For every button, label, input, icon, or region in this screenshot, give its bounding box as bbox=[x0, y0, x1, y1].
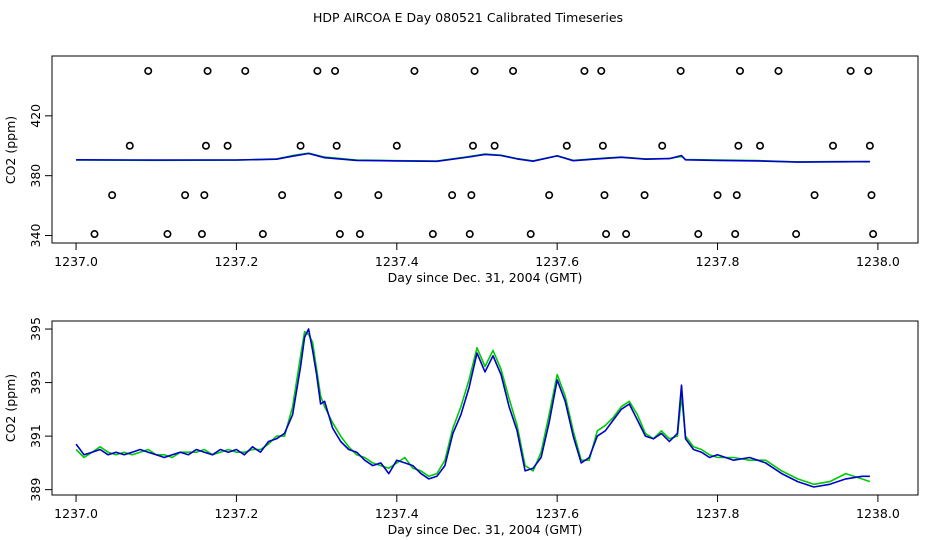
top-x-tick-label: 1237.8 bbox=[696, 254, 740, 269]
top-scatter-point bbox=[334, 191, 343, 200]
top-scatter-point bbox=[598, 141, 607, 150]
top-scatter-point bbox=[622, 230, 631, 239]
bottom-x-tick-label: 1237.2 bbox=[215, 506, 259, 521]
top-scatter-point bbox=[846, 66, 855, 75]
top-scatter-point bbox=[470, 66, 479, 75]
top-scatter-point bbox=[468, 141, 477, 150]
top-scatter-point bbox=[597, 66, 606, 75]
top-y-tick-label: 340 bbox=[28, 224, 43, 248]
top-x-tick-label: 1237.6 bbox=[535, 254, 579, 269]
top-scatter-point bbox=[203, 66, 212, 75]
top-scatter-point bbox=[90, 230, 99, 239]
top-x-axis-label: Day since Dec. 31, 2004 (GMT) bbox=[388, 270, 583, 285]
top-x-tick-label: 1237.0 bbox=[54, 254, 98, 269]
top-scatter-points bbox=[90, 66, 878, 239]
top-scatter-point bbox=[374, 191, 383, 200]
top-scatter-point bbox=[732, 191, 741, 200]
top-y-axis-label: CO2 (ppm) bbox=[3, 116, 18, 184]
top-scatter-point bbox=[201, 141, 210, 150]
top-scatter-point bbox=[332, 141, 341, 150]
top-scatter-point bbox=[197, 230, 206, 239]
bottom-x-tick-label: 1237.4 bbox=[375, 506, 419, 521]
bottom-series-lines bbox=[75, 328, 871, 488]
top-scatter-point bbox=[335, 230, 344, 239]
top-series-lines bbox=[76, 152, 870, 163]
top-scatter-point bbox=[658, 141, 667, 150]
top-scatter-point bbox=[392, 141, 401, 150]
top-scatter-point bbox=[545, 191, 554, 200]
bottom-x-tick-label: 1238.0 bbox=[856, 506, 900, 521]
top-scatter-point bbox=[448, 191, 457, 200]
top-scatter-point bbox=[200, 191, 209, 200]
top-scatter-point bbox=[864, 66, 873, 75]
top-scatter-point bbox=[867, 191, 876, 200]
bottom-y-axis-label: CO2 (ppm) bbox=[3, 374, 18, 442]
bottom-x-tick-label: 1237.0 bbox=[54, 506, 98, 521]
top-scatter-point bbox=[792, 230, 801, 239]
bottom-x-tick-label: 1237.8 bbox=[696, 506, 740, 521]
top-scatter-point bbox=[108, 191, 117, 200]
top-scatter-point bbox=[428, 230, 437, 239]
top-scatter-point bbox=[331, 66, 340, 75]
top-scatter-point bbox=[410, 66, 419, 75]
bottom-series-green bbox=[75, 330, 871, 486]
top-x-tick-label: 1237.4 bbox=[375, 254, 419, 269]
top-scatter-point bbox=[756, 141, 765, 150]
top-scatter-point bbox=[144, 66, 153, 75]
top-scatter-point bbox=[241, 66, 250, 75]
bottom-y-tick-label: 393 bbox=[28, 371, 43, 395]
top-scatter-point bbox=[735, 66, 744, 75]
top-scatter-point bbox=[694, 230, 703, 239]
top-x-tick-label: 1238.0 bbox=[856, 254, 900, 269]
top-scatter-point bbox=[278, 191, 287, 200]
top-scatter-point bbox=[580, 66, 589, 75]
top-scatter-point bbox=[125, 141, 134, 150]
top-scatter-point bbox=[734, 141, 743, 150]
top-scatter-point bbox=[829, 141, 838, 150]
bottom-x-axis-label: Day since Dec. 31, 2004 (GMT) bbox=[388, 522, 583, 537]
top-scatter-point bbox=[163, 230, 172, 239]
top-y-tick-label: 420 bbox=[28, 104, 43, 128]
top-x-tick-label: 1237.2 bbox=[215, 254, 259, 269]
bottom-x-tick-label: 1237.6 bbox=[535, 506, 579, 521]
top-scatter-point bbox=[526, 230, 535, 239]
top-scatter-point bbox=[355, 230, 364, 239]
top-scatter-point bbox=[869, 230, 878, 239]
top-y-tick-label: 380 bbox=[28, 164, 43, 188]
bottom-y-tick-label: 391 bbox=[28, 424, 43, 448]
top-scatter-point bbox=[223, 141, 232, 150]
top-scatter-point bbox=[258, 230, 267, 239]
bottom-series-blue bbox=[75, 328, 870, 488]
bottom-y-tick-label: 395 bbox=[28, 317, 43, 341]
chart-title: HDP AIRCOA E Day 080521 Calibrated Times… bbox=[313, 10, 623, 25]
top-scatter-point bbox=[490, 141, 499, 150]
top-series-blue bbox=[76, 152, 870, 163]
top-scatter-point bbox=[602, 230, 611, 239]
top-scatter-point bbox=[465, 230, 474, 239]
top-scatter-point bbox=[731, 230, 740, 239]
top-scatter-point bbox=[676, 66, 685, 75]
top-scatter-point bbox=[865, 141, 874, 150]
top-scatter-point bbox=[713, 191, 722, 200]
bottom-plot-frame bbox=[51, 320, 919, 496]
top-scatter-point bbox=[810, 191, 819, 200]
top-scatter-point bbox=[640, 191, 649, 200]
top-scatter-point bbox=[509, 66, 518, 75]
bottom-axes: 1237.0 1237.2 1237.4 1237.6 1237.8 1238.0 389 3… bbox=[28, 317, 900, 521]
top-scatter-point bbox=[600, 191, 609, 200]
top-scatter-point bbox=[181, 191, 190, 200]
top-scatter-point bbox=[562, 141, 571, 150]
top-scatter-point bbox=[774, 66, 783, 75]
bottom-y-tick-label: 389 bbox=[28, 478, 43, 502]
top-scatter-point bbox=[296, 141, 305, 150]
top-axes: 1237.0 1237.2 1237.4 1237.6 1237.8 1238.0 340 3… bbox=[28, 104, 900, 269]
top-scatter-point bbox=[313, 66, 322, 75]
top-plot-frame bbox=[51, 55, 919, 244]
top-scatter-point bbox=[467, 191, 476, 200]
